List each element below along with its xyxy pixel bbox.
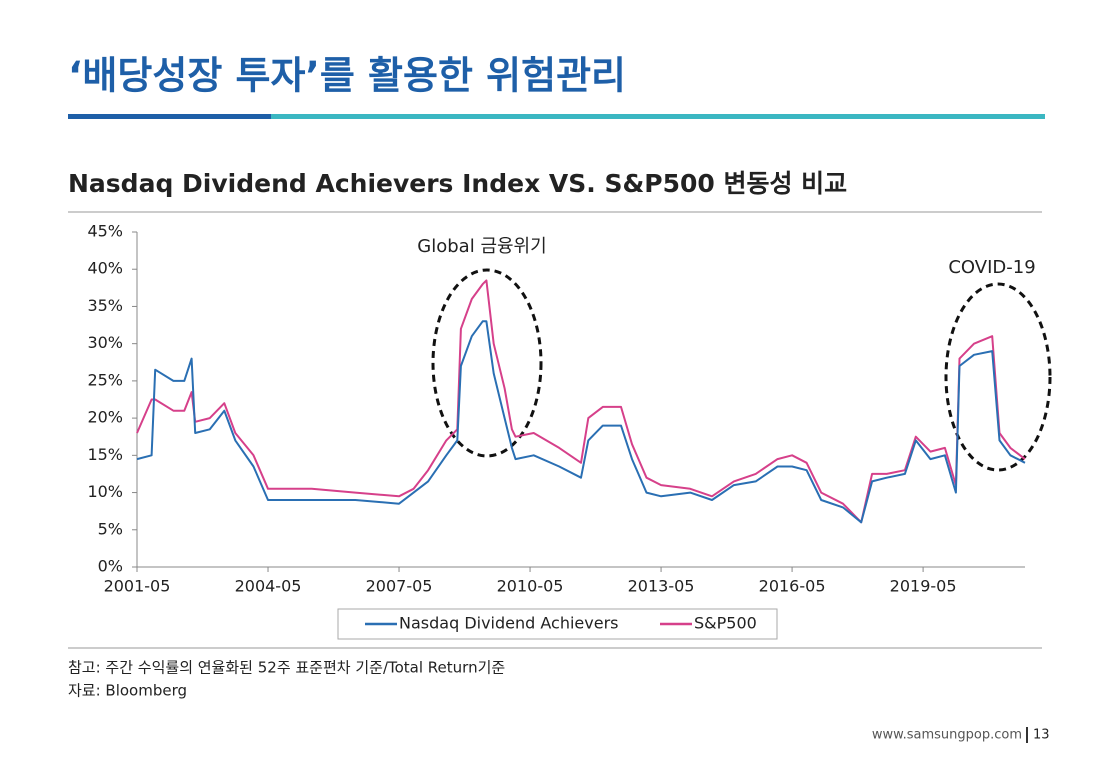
annotation: Global 금융위기: [417, 236, 546, 257]
y-tick-label: 0%: [98, 557, 123, 576]
title-bar: [271, 114, 1045, 119]
separator: [1026, 727, 1028, 743]
note: 참고: 주간 수익률의 연율화된 52주 표준편차 기준/Total Retur…: [68, 659, 505, 677]
title-bar: [68, 114, 271, 119]
y-tick-label: 30%: [87, 333, 123, 352]
y-tick-label: 40%: [87, 259, 123, 278]
y-tick-label: 35%: [87, 296, 123, 315]
x-tick-label: 2007-05: [366, 577, 433, 596]
x-tick-label: 2001-05: [104, 577, 171, 596]
y-tick-label: 15%: [87, 445, 123, 464]
legend-label: S&P500: [694, 614, 757, 633]
series-line: [136, 320, 1026, 524]
slide-title: ‘배당성장 투자’를 활용한 위험관리: [68, 54, 626, 98]
x-tick-label: 2016-05: [759, 577, 826, 596]
legend-box: [337, 608, 778, 640]
x-tick-label: 2010-05: [497, 577, 564, 596]
y-tick-label: 10%: [87, 482, 123, 501]
x-tick-label: 2013-05: [628, 577, 695, 596]
legend-label: Nasdaq Dividend Achievers: [399, 614, 619, 633]
page-number: 13: [1033, 728, 1050, 743]
series-line: [136, 279, 1026, 524]
y-tick-label: 20%: [87, 408, 123, 427]
annotation: COVID-19: [948, 257, 1035, 278]
y-tick-label: 45%: [87, 222, 123, 241]
x-tick-label: 2019-05: [890, 577, 957, 596]
highlight-ellipse: [944, 282, 1052, 472]
x-tick-label: 2004-05: [235, 577, 302, 596]
source: 자료: Bloomberg: [68, 682, 187, 700]
y-tick-label: 5%: [98, 519, 123, 538]
footer-url: www.samsungpop.com: [872, 728, 1022, 743]
highlight-ellipse: [431, 268, 543, 458]
y-tick-label: 25%: [87, 370, 123, 389]
chart-title: Nasdaq Dividend Achievers Index VS. S&P5…: [68, 169, 847, 198]
